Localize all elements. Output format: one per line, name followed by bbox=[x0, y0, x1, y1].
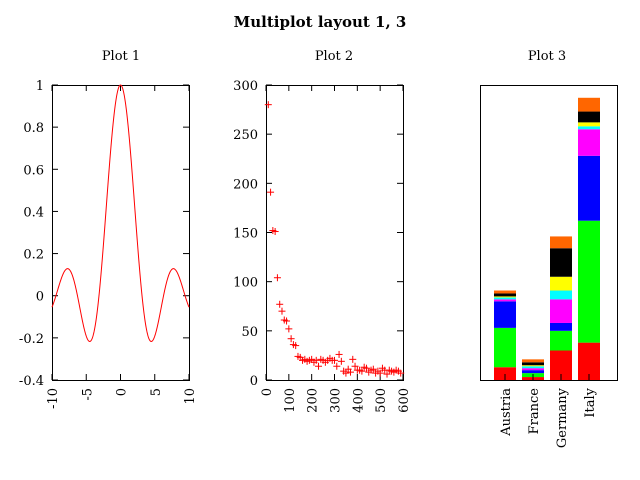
plot-1-ytick-label: -0.2 bbox=[19, 332, 44, 347]
plot-2-ytick-label: 250 bbox=[233, 128, 258, 143]
plot-3-bar-segment bbox=[550, 350, 572, 380]
plot-3-bar-segment bbox=[494, 301, 516, 328]
plot-1-ytick-label: 1 bbox=[36, 79, 44, 94]
plot-2-point bbox=[383, 370, 391, 378]
plot-1-xtick-label: -5 bbox=[80, 388, 95, 401]
plot-1-curve bbox=[51, 84, 190, 342]
plot-2-point bbox=[376, 369, 384, 377]
plot-3-bar-segment bbox=[578, 111, 600, 123]
plot-2-point bbox=[335, 350, 343, 358]
plot-2-point bbox=[337, 357, 345, 365]
plot-2-ytick-label: 150 bbox=[233, 227, 258, 242]
plot-3-bar-segment bbox=[550, 290, 572, 300]
plot-3-bar-segment bbox=[578, 155, 600, 221]
plot-3-bar-segment bbox=[578, 129, 600, 156]
plot-2-point bbox=[315, 362, 323, 370]
plot-3-bar-segment bbox=[522, 365, 544, 367]
plot-1-xtick-label: -10 bbox=[46, 388, 61, 409]
plot-2-title: Plot 2 bbox=[315, 49, 353, 64]
plot-2-xtick-label: 400 bbox=[351, 388, 366, 413]
plot-1-ytick-label: 0 bbox=[36, 290, 44, 305]
plot-3-bar-segment bbox=[550, 248, 572, 277]
plot-3-bar-segment bbox=[578, 342, 600, 380]
plot-2-point bbox=[369, 365, 377, 373]
plot-3-bar-segment bbox=[550, 236, 572, 249]
plot-1-xtick-label: 0 bbox=[115, 388, 130, 396]
plot-1-ytick-label: 0.2 bbox=[23, 248, 44, 263]
plot-2-xtick-label: 500 bbox=[374, 388, 389, 413]
plot-2-xtick-label: 300 bbox=[329, 388, 344, 413]
plot-3-bar-segment bbox=[494, 299, 516, 302]
plot-2-point bbox=[276, 300, 284, 308]
plot-2-point bbox=[264, 101, 272, 109]
plot-1-frame bbox=[52, 85, 190, 381]
plot-3-bar-segment bbox=[578, 97, 600, 112]
plot-2-point bbox=[283, 317, 291, 325]
plot-2-ytick-label: 200 bbox=[233, 177, 258, 192]
plot-1-panel: Plot 1 -0.4 -0.2 0 0.2 0.4 0.6 0.8 1 -10 -5 0 5 10 bbox=[19, 49, 198, 409]
plot-2-ytick-label: 300 bbox=[233, 79, 258, 94]
plot-3-bar-segment bbox=[494, 296, 516, 298]
plot-1-ytick-label: 0.6 bbox=[23, 163, 44, 178]
plot-3-bar-segment bbox=[522, 370, 544, 374]
plot-2-point bbox=[362, 364, 370, 372]
plot-2-ytick-label: 50 bbox=[241, 325, 258, 340]
plot-2-point bbox=[342, 369, 350, 377]
plot-2-ytick-label: 100 bbox=[233, 276, 258, 291]
plot-2-xtick-label: 600 bbox=[397, 388, 412, 413]
plot-3-bar-segment bbox=[494, 293, 516, 297]
plot-1-xtick-label: 5 bbox=[149, 388, 164, 396]
plot-3-bar-segment bbox=[522, 366, 544, 369]
plot-3-category-label: Germany bbox=[555, 387, 570, 448]
plot-2-xtick-label: 100 bbox=[283, 388, 298, 413]
plot-3-category-label: France bbox=[527, 388, 542, 435]
plot-1-ytick-label: 0.8 bbox=[23, 121, 44, 136]
plot-2-point bbox=[333, 362, 341, 370]
plot-3-bar-segment bbox=[494, 290, 516, 294]
plot-1-ytick-label: 0.4 bbox=[23, 205, 44, 220]
plot-2-point bbox=[351, 362, 359, 370]
figure-title: Multiplot layout 1, 3 bbox=[234, 13, 407, 31]
plot-2-panel: Plot 2 0 50 100 150 200 250 300 0 100 200 300 400 50… bbox=[233, 49, 412, 413]
plot-3-bar-segment bbox=[550, 276, 572, 291]
plot-3-bar-segment bbox=[550, 299, 572, 323]
plot-2-point bbox=[278, 307, 286, 315]
plot-1-title: Plot 1 bbox=[102, 49, 140, 64]
plot-2-point bbox=[267, 188, 275, 196]
plot-3-category-label: Italy bbox=[583, 387, 598, 417]
plot-2-point bbox=[349, 355, 357, 363]
plot-3-bar-segment bbox=[522, 359, 544, 363]
plot-3-title: Plot 3 bbox=[528, 49, 566, 64]
plot-3-bar-segment bbox=[550, 330, 572, 351]
plot-1-ytick-label: -0.4 bbox=[19, 374, 44, 389]
plot-3-bar-segment bbox=[494, 327, 516, 368]
plot-2-point bbox=[273, 274, 281, 282]
plot-2-point bbox=[397, 369, 405, 377]
plot-2-point bbox=[271, 228, 279, 236]
plot-3-frame bbox=[480, 85, 618, 381]
plot-2-xtick-label: 0 bbox=[260, 388, 275, 396]
plot-3-bar-segment bbox=[550, 322, 572, 331]
plot-2-point bbox=[287, 335, 295, 343]
plot-2-point bbox=[346, 368, 354, 376]
plot-2-point bbox=[312, 356, 320, 364]
plot-3-bar-segment bbox=[578, 122, 600, 127]
plot-2-point bbox=[358, 367, 366, 375]
plot-2-ytick-label: 0 bbox=[250, 374, 258, 389]
plot-3-bar-segment bbox=[494, 297, 516, 300]
plot-2-frame bbox=[266, 85, 404, 381]
plot-3-panel: Plot 3 Austria France Germany Italy bbox=[480, 49, 618, 448]
plot-3-bar-segment bbox=[522, 362, 544, 366]
plot-2-point bbox=[292, 342, 300, 350]
plot-3-bar-segment bbox=[522, 368, 544, 371]
plot-2-point bbox=[331, 356, 338, 364]
plot-2-point bbox=[285, 325, 293, 333]
plot-1-xtick-label: 10 bbox=[183, 388, 198, 405]
plot-3-bar-segment bbox=[578, 126, 600, 130]
plot-3-bar-segment bbox=[578, 220, 600, 343]
plot-3-bar-segment bbox=[494, 367, 516, 380]
plot-3-category-label: Austria bbox=[499, 388, 514, 437]
plot-2-xtick-label: 200 bbox=[306, 388, 321, 413]
